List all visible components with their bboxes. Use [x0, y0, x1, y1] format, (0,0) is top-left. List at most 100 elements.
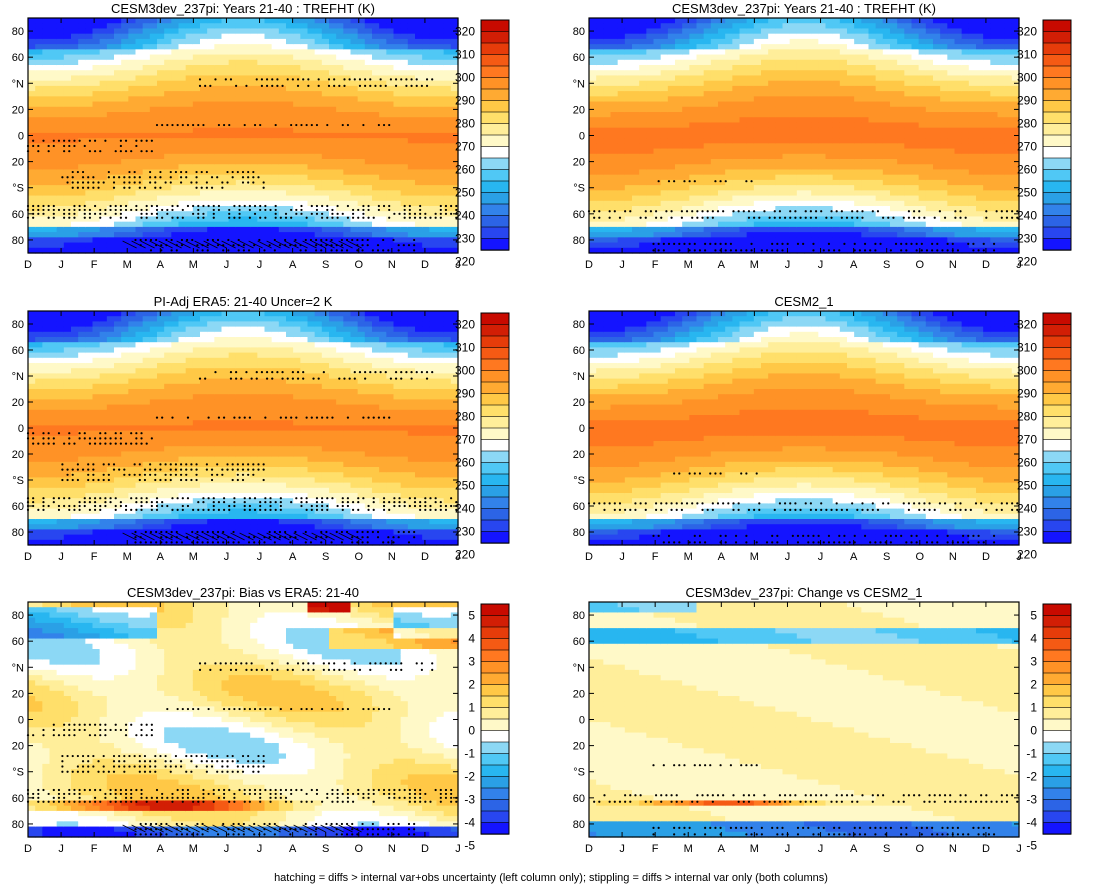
heatmap-cell	[596, 122, 604, 129]
heatmap-cell	[682, 190, 690, 197]
heatmap-cell	[624, 159, 633, 165]
heatmap-cell	[63, 18, 72, 24]
heatmap-cell	[35, 49, 43, 56]
heatmap-cell	[92, 65, 101, 71]
heatmap-cell	[321, 221, 330, 228]
heatmap-cell	[710, 18, 719, 24]
heatmap-cell	[178, 65, 187, 71]
heatmap-cell	[703, 216, 712, 223]
heatmap-cell	[725, 49, 733, 56]
heatmap-cell	[178, 18, 187, 24]
heatmap-cell	[300, 174, 309, 181]
heatmap-cell	[264, 148, 273, 155]
heatmap-cell	[407, 101, 416, 108]
stipple-dot	[166, 212, 169, 215]
heatmap-cell	[782, 138, 791, 144]
heatmap-cell	[436, 132, 445, 139]
heatmap-cell	[400, 127, 409, 134]
heatmap-cell	[357, 221, 366, 228]
heatmap-cell	[157, 59, 165, 66]
heatmap-cell	[114, 44, 122, 50]
heatmap-cell	[372, 226, 380, 233]
heatmap-cell	[321, 23, 330, 30]
heatmap-cell	[400, 174, 409, 181]
heatmap-cell	[157, 143, 165, 150]
heatmap-cell	[603, 91, 612, 97]
colorbar-swatch	[480, 31, 510, 44]
heatmap-cell	[660, 85, 669, 92]
heatmap-cell	[725, 54, 733, 61]
heatmap-cell	[818, 185, 827, 191]
heatmap-cell	[250, 96, 258, 103]
heatmap-cell	[393, 195, 402, 202]
heatmap-cell	[610, 38, 619, 45]
heatmap-cell	[364, 138, 373, 144]
heatmap-cell	[128, 112, 137, 118]
heatmap-cell	[775, 91, 784, 97]
heatmap-cell	[343, 211, 352, 218]
heatmap-cell	[106, 117, 115, 124]
stipple-dot	[200, 186, 203, 189]
stipple-dot	[320, 249, 323, 252]
heatmap-cell	[42, 54, 51, 61]
heatmap-cell	[278, 143, 287, 150]
heatmap-cell	[825, 232, 834, 238]
stipple-dot	[202, 123, 205, 127]
heatmap-cell	[653, 190, 662, 197]
stipple-dot	[274, 208, 277, 212]
heatmap-cell	[278, 59, 287, 66]
heatmap-cell	[63, 200, 72, 207]
heatmap-cell	[415, 226, 423, 233]
heatmap-cell	[407, 247, 416, 254]
heatmap-cell	[149, 221, 158, 228]
heatmap-cell	[839, 65, 848, 71]
heatmap-cell	[336, 23, 344, 30]
heatmap-cell	[142, 106, 151, 113]
heatmap-cell	[450, 242, 459, 249]
heatmap-cell	[71, 28, 79, 35]
heatmap-cell	[407, 164, 416, 171]
heatmap-cell	[682, 221, 690, 228]
heatmap-cell	[357, 195, 366, 202]
heatmap-cell	[207, 153, 215, 160]
heatmap-cell	[300, 75, 309, 82]
heatmap-cell	[157, 106, 165, 113]
heatmap-cell	[725, 44, 733, 50]
heatmap-cell	[99, 23, 108, 30]
heatmap-cell	[185, 70, 194, 77]
heatmap-cell	[703, 65, 712, 71]
heatmap-cell	[811, 200, 819, 207]
heatmap-cell	[393, 237, 402, 244]
heatmap-cell	[372, 206, 380, 212]
heatmap-cell	[624, 132, 633, 139]
stipple-dot	[52, 144, 55, 148]
heatmap-cell	[825, 190, 834, 197]
heatmap-cell	[264, 23, 273, 30]
stipple-dot	[57, 208, 61, 212]
heatmap-cell	[372, 237, 380, 244]
heatmap-cell	[56, 33, 65, 40]
heatmap-cell	[603, 138, 612, 144]
heatmap-cell	[832, 138, 841, 144]
stipple-dot	[294, 238, 297, 242]
heatmap-cell	[336, 127, 344, 134]
heatmap-cell	[589, 195, 597, 202]
heatmap-cell	[610, 164, 619, 171]
heatmap-cell	[149, 169, 158, 176]
stipple-dot	[124, 216, 128, 219]
heatmap-cell	[393, 148, 402, 155]
heatmap-cell	[689, 44, 698, 50]
heatmap-cell	[63, 106, 72, 113]
heatmap-cell	[243, 106, 251, 113]
heatmap-cell	[271, 117, 280, 124]
heatmap-cell	[56, 106, 65, 113]
heatmap-cell	[85, 159, 94, 165]
heatmap-cell	[164, 85, 172, 92]
heatmap-cell	[364, 80, 373, 87]
heatmap-cell	[307, 247, 316, 254]
heatmap-cell	[264, 49, 273, 56]
heatmap-cell	[157, 85, 165, 92]
heatmap-cell	[682, 112, 690, 118]
heatmap-cell	[839, 112, 848, 118]
heatmap-cell	[667, 242, 676, 249]
